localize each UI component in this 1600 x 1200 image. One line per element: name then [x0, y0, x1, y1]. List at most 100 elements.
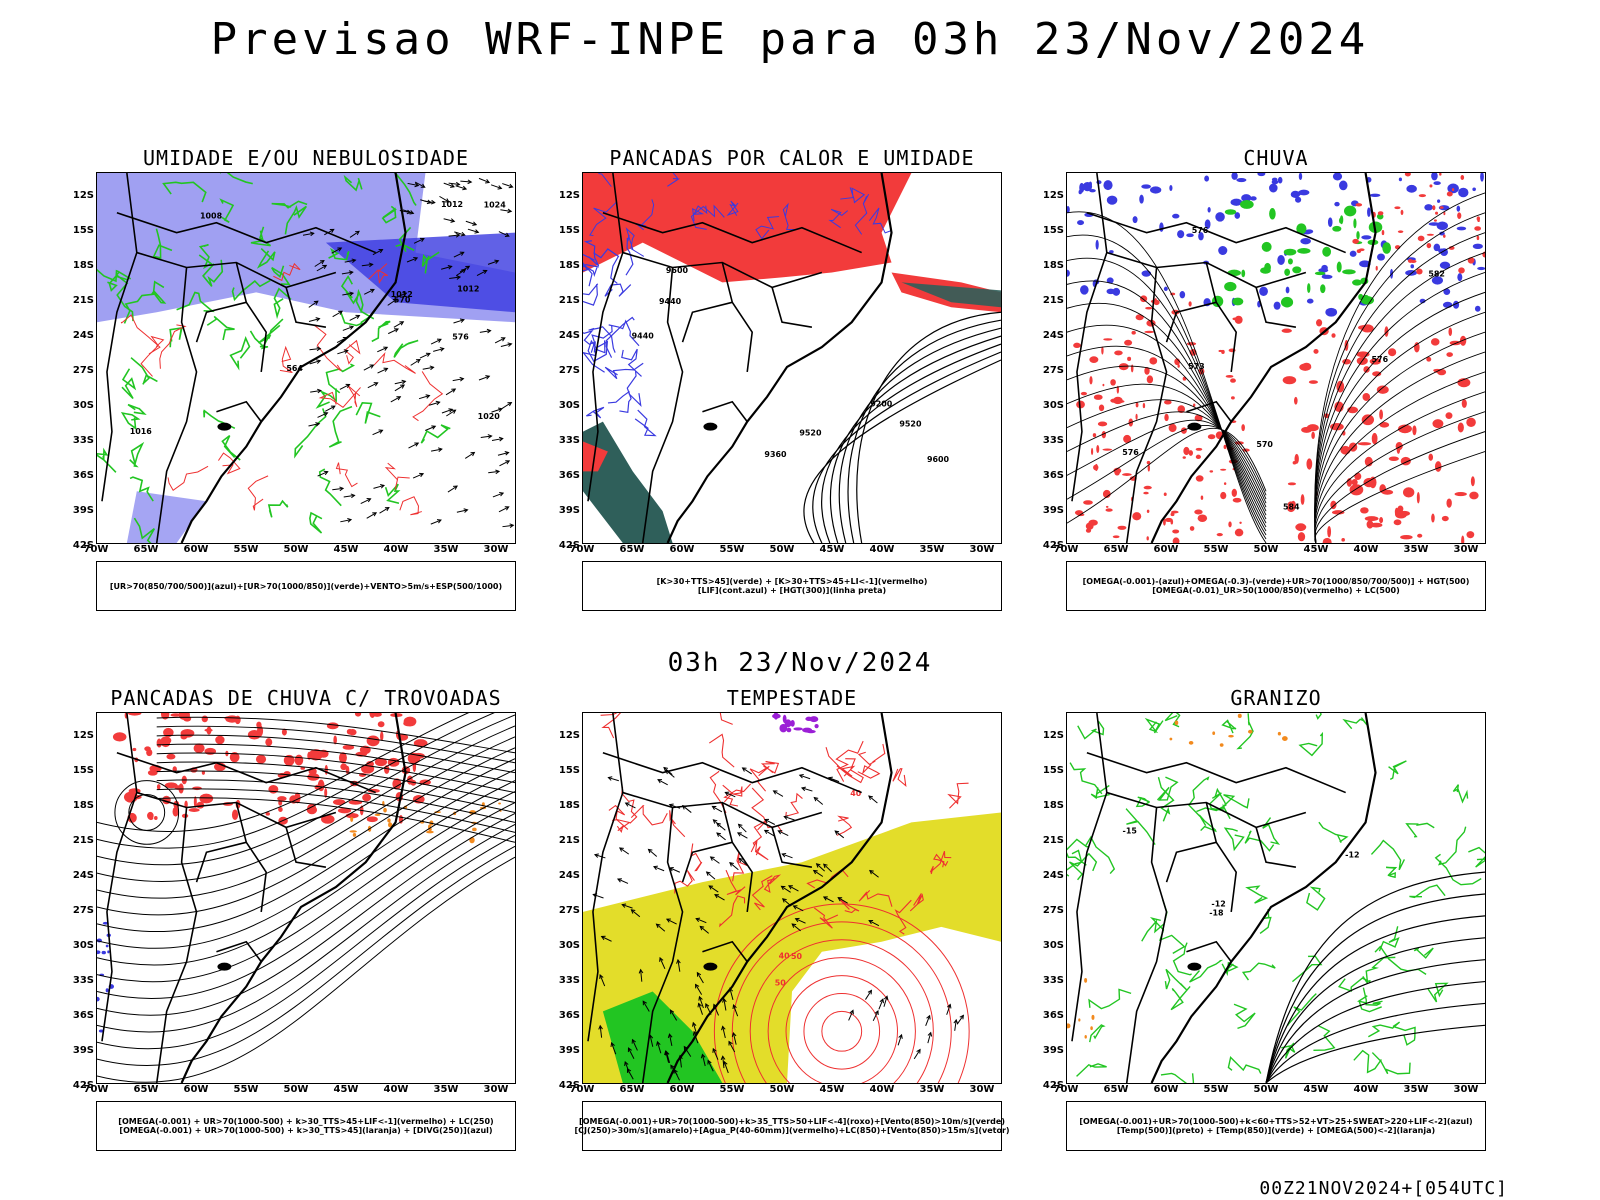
wind850-vector — [653, 865, 665, 872]
precipitable-water-contour — [749, 765, 770, 792]
thunderstorm-red-area — [318, 749, 329, 758]
thunderstorm-red-area — [369, 713, 376, 718]
latitude-tick-label: 42S — [1042, 1080, 1064, 1091]
omega-green-area — [1314, 271, 1326, 276]
humidity-low-level-contour — [150, 280, 167, 304]
precipitable-water-contour — [760, 760, 780, 774]
omega-red-area — [1098, 404, 1105, 412]
wind-vector — [406, 256, 419, 263]
wind850-vector — [705, 871, 716, 880]
wind-vector — [390, 396, 402, 403]
lifted-index-contour — [840, 187, 866, 204]
map-svg — [97, 713, 515, 1083]
wind850-vector — [695, 983, 703, 995]
wind-vector — [439, 195, 450, 203]
wind-vector — [430, 338, 442, 345]
omega-red-area — [1188, 301, 1192, 307]
humidity-low-level-contour — [328, 247, 350, 261]
latitude-tick-label: 15S — [1042, 765, 1064, 776]
omega-red-area — [1362, 393, 1371, 401]
omega-red-area — [1313, 349, 1319, 354]
omega-red-area — [1397, 230, 1404, 233]
longitude-tick-label: 55W — [233, 1084, 259, 1095]
humidity-low-level-contour — [127, 403, 147, 416]
omega-red-area — [1400, 209, 1404, 215]
latitude-tick-label: 12S — [72, 730, 94, 741]
streamline — [1314, 291, 1485, 543]
omega-blue-area — [1215, 212, 1225, 222]
omega-blue-area — [1241, 194, 1252, 202]
wind850-vector — [868, 795, 878, 804]
humidity-low-level-contour — [231, 279, 271, 302]
precipitable-water-contour — [813, 907, 839, 929]
omega500-area — [1174, 720, 1179, 726]
omega500-area — [1237, 713, 1242, 718]
latitude-tick-label: 18S — [72, 260, 94, 271]
thunderstorm-red-area — [178, 713, 190, 720]
streamline — [97, 725, 515, 882]
thunderstorm-red-area — [278, 806, 283, 812]
wind-vector — [360, 498, 372, 504]
wind-vector — [441, 265, 453, 270]
omega500-area — [1277, 731, 1281, 736]
omega-red-area — [1194, 414, 1203, 422]
precipitable-water-contour — [785, 792, 803, 817]
omega-red-area — [1446, 191, 1453, 197]
thickness-contour — [344, 339, 361, 365]
omega-red-area — [1379, 517, 1384, 524]
wind850-vector — [599, 974, 606, 987]
omega-red-area — [1412, 425, 1417, 436]
lifted-index-contour — [625, 234, 634, 276]
thunderstorm-red-area — [172, 806, 179, 817]
wind-vector — [324, 228, 335, 236]
thunderstorm-red-area — [112, 732, 127, 742]
omega-red-area — [1388, 456, 1399, 462]
omega-red-area — [1132, 512, 1142, 521]
temp500-contour — [1265, 893, 1485, 1083]
humidity-low-level-contour — [249, 330, 271, 350]
omega-red-area — [1149, 357, 1158, 365]
panel-legend: [OMEGA(-0.001)+UR>70(1000-500)+k>35_TTS>… — [574, 1101, 1010, 1151]
omega-blue-area — [1458, 187, 1469, 198]
latitude-tick-label: 39S — [558, 1045, 580, 1056]
thunderstorm-red-area — [326, 722, 339, 730]
contour-label: 570 — [1256, 440, 1273, 449]
wind-vector — [423, 199, 436, 205]
latitude-tick-label: 15S — [558, 225, 580, 236]
longitude-tick-label: 40W — [383, 544, 409, 555]
latitude-tick-label: 42S — [1042, 540, 1064, 551]
omega-red-area — [1407, 259, 1413, 264]
longitude-tick-label: 60W — [183, 1084, 209, 1095]
omega-blue-area — [1349, 250, 1357, 257]
lagoa-dos-patos — [1187, 422, 1202, 431]
severe-instability-area — [772, 713, 781, 719]
streamline — [1314, 411, 1485, 543]
omega-red-area — [1093, 394, 1103, 400]
thunderstorm-red-area — [146, 749, 153, 757]
contour-label: -15 — [1123, 827, 1137, 836]
hgt300-contour — [821, 343, 1001, 543]
longitude-tick-label: 70W — [83, 1084, 109, 1095]
wind-vector — [308, 422, 321, 427]
latitude-tick-label: 30S — [558, 940, 580, 951]
wind850-vector — [711, 805, 723, 813]
latitude-tick-label: 42S — [558, 540, 580, 551]
longitude-tick-label: 70W — [569, 1084, 595, 1095]
lifted-index-contour — [782, 202, 798, 230]
omega-red-area — [1402, 487, 1415, 498]
longitude-tick-label: 30W — [483, 544, 509, 555]
thickness-contour — [318, 387, 361, 408]
thickness-contour — [273, 262, 301, 282]
lc850-contour — [785, 975, 898, 1083]
omega-blue-area — [1306, 298, 1314, 304]
contour-label: 9360 — [764, 450, 787, 459]
thunderstorm-red-area — [324, 787, 328, 798]
streamline — [97, 802, 515, 999]
omega-red-area — [1101, 431, 1107, 439]
thunderstorm-orange-area — [472, 827, 477, 832]
political-border — [1255, 827, 1297, 868]
humidity-low-level-contour — [315, 388, 337, 409]
severe-instability-area — [786, 727, 792, 733]
contour-label: 9200 — [870, 400, 893, 409]
political-border — [681, 301, 733, 343]
